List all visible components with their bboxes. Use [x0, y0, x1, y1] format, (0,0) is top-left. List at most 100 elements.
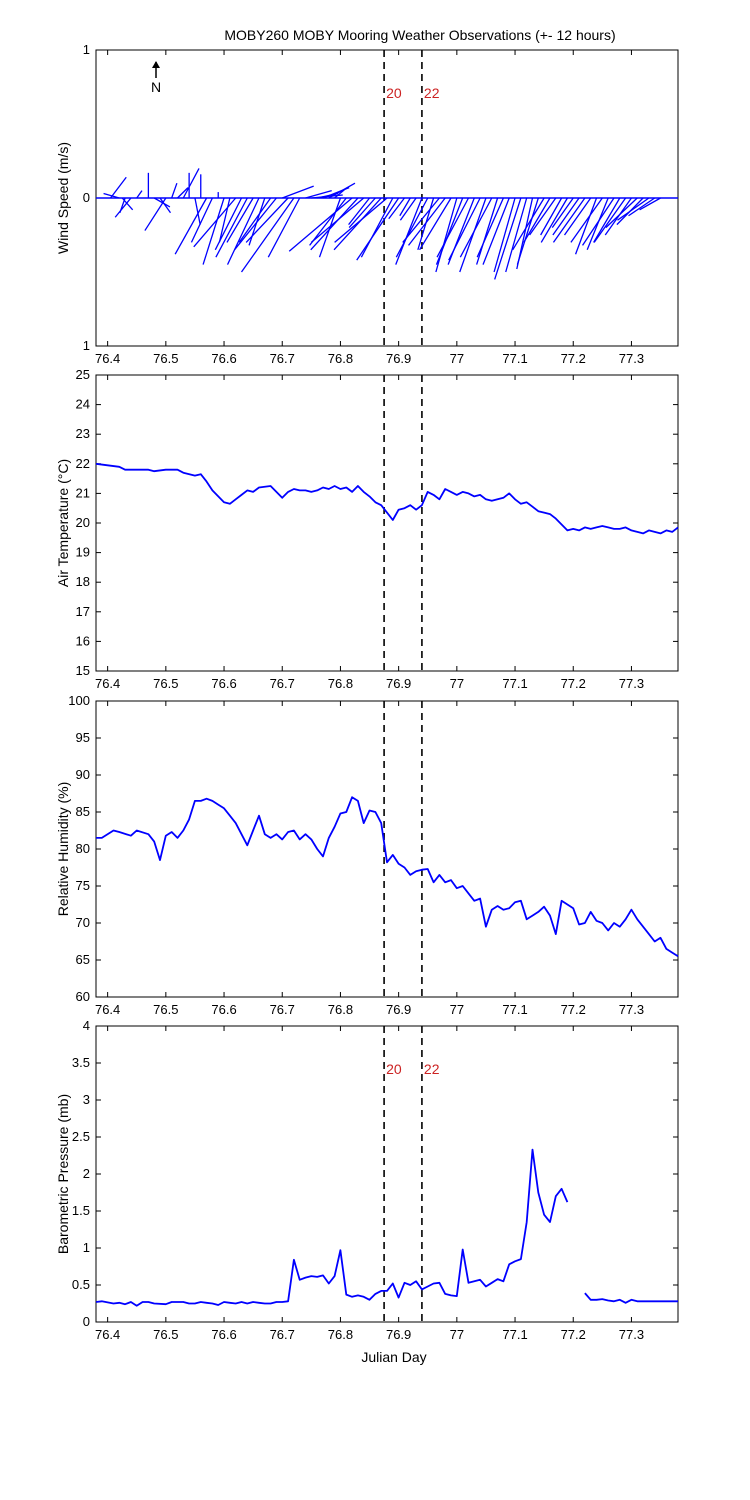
wind-vector — [574, 197, 598, 255]
y-tick-label: 0 — [83, 1314, 90, 1329]
x-axis-label: Julian Day — [361, 1349, 426, 1365]
y-tick-label: 0.5 — [72, 1277, 90, 1292]
x-tick-label: 76.7 — [270, 1002, 295, 1017]
wind-vector — [435, 197, 464, 265]
x-tick-label: 76.6 — [211, 676, 236, 691]
wind-vector — [476, 197, 504, 258]
x-tick-label: 76.9 — [386, 676, 411, 691]
x-tick-label: 77.2 — [561, 1002, 586, 1017]
x-tick-label: 76.8 — [328, 351, 353, 366]
y-tick-label: 90 — [76, 767, 90, 782]
y-tick-label: 0 — [83, 190, 90, 205]
y-tick-label: 1 — [83, 338, 90, 353]
chart-panels: 1 0 1 76.4 76.5 76.6 76.7 76.8 76.9 77 77.1 77.2 77.… — [55, 42, 679, 1342]
x-tick-label: 77.2 — [561, 1327, 586, 1342]
x-tick-label: 76.5 — [153, 1002, 178, 1017]
y-tick-label: 18 — [76, 574, 90, 589]
wind-vector — [144, 197, 167, 231]
wind-vector — [552, 197, 580, 236]
wind-vector — [628, 197, 656, 217]
y-tick-label: 2 — [83, 1166, 90, 1181]
x-tick-label: 76.9 — [386, 351, 411, 366]
x-tick-label: 76.7 — [270, 676, 295, 691]
north-label: N — [151, 79, 161, 95]
wind-vector — [494, 197, 522, 280]
y-tick-label: 17 — [76, 604, 90, 619]
wind-vector — [360, 197, 394, 258]
wind-vector — [448, 197, 481, 261]
y-axis-label: Air Temperature (°C) — [55, 459, 71, 587]
wind-vector — [639, 197, 661, 211]
wind-vector — [586, 197, 609, 251]
wind-vector — [348, 197, 371, 226]
wind-vector — [399, 197, 411, 217]
x-tick-label: 76.8 — [328, 676, 353, 691]
wind-vector — [194, 197, 201, 225]
y-tick-label: 21 — [76, 485, 90, 500]
wind-vector — [356, 197, 400, 261]
wind-vector — [202, 197, 225, 265]
wind-vector — [459, 197, 493, 258]
wind-vector — [512, 197, 545, 251]
wind-vector — [476, 197, 499, 265]
wind-vector — [182, 168, 200, 199]
wind-vector — [552, 197, 586, 243]
y-tick-label: 3.5 — [72, 1055, 90, 1070]
wind-vector — [282, 185, 314, 199]
x-tick-label: 77.1 — [502, 1327, 527, 1342]
x-tick-label: 76.9 — [386, 1002, 411, 1017]
x-tick-label: 77.3 — [619, 351, 644, 366]
wind-vector — [348, 197, 376, 229]
y-tick-label: 16 — [76, 633, 90, 648]
x-tick-label: 76.4 — [95, 1327, 120, 1342]
x-tick-label: 76.4 — [95, 351, 120, 366]
y-tick-label: 60 — [76, 989, 90, 1004]
series-line — [95, 462, 679, 535]
y-tick-label: 95 — [76, 730, 90, 745]
x-tick-label: 76.4 — [95, 1002, 120, 1017]
wind-vector — [419, 197, 452, 251]
chart-title: MOBY260 MOBY Mooring Weather Observation… — [224, 27, 615, 43]
x-tick-label: 77 — [450, 351, 464, 366]
panel-3: 60 65 70 75 80 85 90 95 100 76.4 76.5 76.6 76.7 76.8 7… — [55, 693, 679, 1017]
plot-frame — [95, 700, 679, 998]
x-tick-label: 77.2 — [561, 351, 586, 366]
wind-vector — [215, 197, 248, 258]
x-tick-label: 76.6 — [211, 1002, 236, 1017]
x-tick-label: 77.3 — [619, 1327, 644, 1342]
time-marker-label: 22 — [424, 85, 440, 101]
wind-vector — [238, 197, 272, 243]
x-tick-label: 76.7 — [270, 1327, 295, 1342]
wind-vector — [605, 197, 638, 229]
wind-vector — [177, 187, 189, 199]
wind-vector — [267, 197, 301, 258]
y-tick-label: 2.5 — [72, 1129, 90, 1144]
x-tick-label: 76.8 — [328, 1327, 353, 1342]
wind-vector — [240, 197, 295, 273]
wind-vector — [333, 197, 382, 251]
wind-vector — [563, 197, 592, 236]
y-tick-label: 3 — [83, 1092, 90, 1107]
wind-vector — [121, 197, 134, 211]
x-tick-label: 76.7 — [270, 351, 295, 366]
wind-vector — [540, 197, 568, 243]
wind-vector — [171, 182, 178, 199]
plot-frame — [95, 374, 679, 672]
wind-vector — [334, 188, 346, 199]
wind-vector — [551, 197, 574, 228]
x-tick-label: 77 — [450, 1002, 464, 1017]
time-marker-label: 20 — [386, 1061, 402, 1077]
panel-2: 15 16 17 18 19 20 21 22 23 24 25 76.4 76.5 76.6 76.7 76… — [55, 367, 679, 691]
wind-vector — [110, 176, 127, 199]
x-tick-label: 76.8 — [328, 1002, 353, 1017]
y-axis-label: Wind Speed (m/s) — [55, 142, 71, 254]
y-tick-label: 75 — [76, 878, 90, 893]
x-tick-label: 76.9 — [386, 1327, 411, 1342]
wind-vector — [570, 197, 603, 243]
time-marker-label: 20 — [386, 85, 402, 101]
x-tick-label: 76.5 — [153, 676, 178, 691]
y-axis-label: Barometric Pressure (mb) — [55, 1094, 71, 1254]
y-tick-label: 4 — [83, 1018, 90, 1033]
y-tick-label: 85 — [76, 804, 90, 819]
